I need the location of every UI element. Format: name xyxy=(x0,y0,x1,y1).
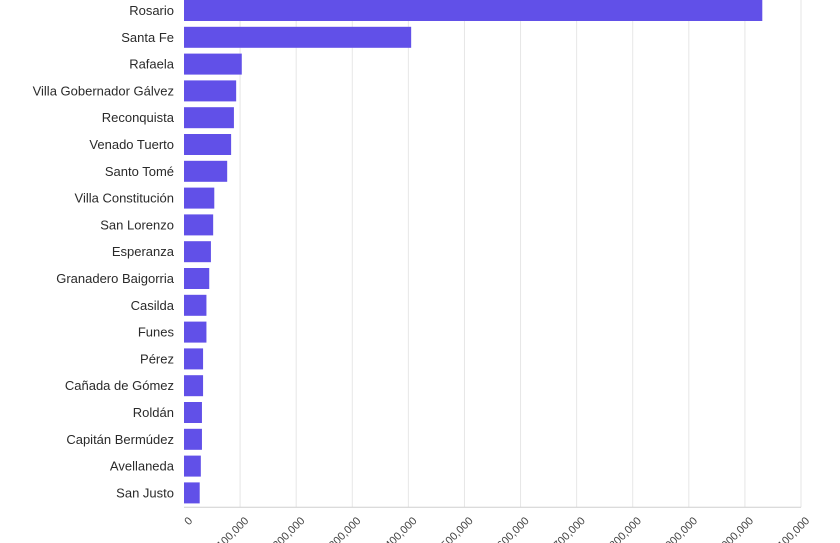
x-tick-label: 700,000 xyxy=(551,515,588,543)
category-label: Cañada de Gómez xyxy=(65,378,174,393)
category-label: Casilda xyxy=(131,298,175,313)
bar xyxy=(184,321,207,343)
x-tick-label: 200,000 xyxy=(271,515,308,543)
x-tick-label: 400,000 xyxy=(383,515,420,543)
x-tick-label: 1,100,000 xyxy=(769,515,812,543)
category-label: San Lorenzo xyxy=(100,217,174,232)
bar xyxy=(184,348,204,370)
bar xyxy=(184,241,211,263)
category-label: Venado Tuerto xyxy=(89,137,174,152)
category-label: Villa Constitución xyxy=(75,191,174,206)
bar xyxy=(184,187,215,209)
bars xyxy=(184,0,763,504)
category-label: Esperanza xyxy=(112,244,175,259)
x-tick-label: 100,000 xyxy=(215,515,252,543)
x-tick-label: 600,000 xyxy=(495,515,532,543)
bar xyxy=(184,80,237,102)
x-tick-label: 800,000 xyxy=(607,515,644,543)
bar xyxy=(184,294,207,316)
bar xyxy=(184,0,763,21)
x-tick-label: 900,000 xyxy=(663,515,700,543)
category-label: Avellaneda xyxy=(110,459,175,474)
bar xyxy=(184,428,202,450)
category-label: Santa Fe xyxy=(121,30,174,45)
bar xyxy=(184,268,210,289)
category-label: Villa Gobernador Gálvez xyxy=(33,83,174,98)
category-label: Rosario xyxy=(129,3,174,18)
category-labels: Rosario Santa Fe Rafaela Villa Gobernador G… xyxy=(33,3,175,500)
category-label: Pérez xyxy=(140,351,174,366)
category-label: Rafaela xyxy=(129,57,175,72)
category-label: Santo Tomé xyxy=(105,164,174,179)
category-label: Reconquista xyxy=(102,110,175,125)
bar xyxy=(184,214,214,236)
x-tick-label: 300,000 xyxy=(327,515,364,543)
category-label: San Justo xyxy=(116,485,174,500)
x-tick-label: 1,000,000 xyxy=(713,515,756,543)
gridlines xyxy=(184,0,802,508)
bar xyxy=(184,402,202,423)
category-label: Roldán xyxy=(133,405,174,420)
x-tick-label: 500,000 xyxy=(439,515,476,543)
bar xyxy=(184,455,201,477)
category-label: Funes xyxy=(138,325,175,340)
x-axis-tick-labels: 0 100,000 200,000 300,000 400,000 500,000 600,… xyxy=(182,515,812,543)
x-tick-label: 0 xyxy=(182,515,195,528)
bar xyxy=(184,26,412,48)
category-label: Granadero Baigorria xyxy=(56,271,175,286)
bar xyxy=(184,53,242,75)
category-label: Capitán Bermúdez xyxy=(66,432,174,447)
bar xyxy=(184,375,204,397)
bar xyxy=(184,160,228,182)
bar xyxy=(184,482,200,504)
bar xyxy=(184,107,234,129)
bar xyxy=(184,134,232,155)
